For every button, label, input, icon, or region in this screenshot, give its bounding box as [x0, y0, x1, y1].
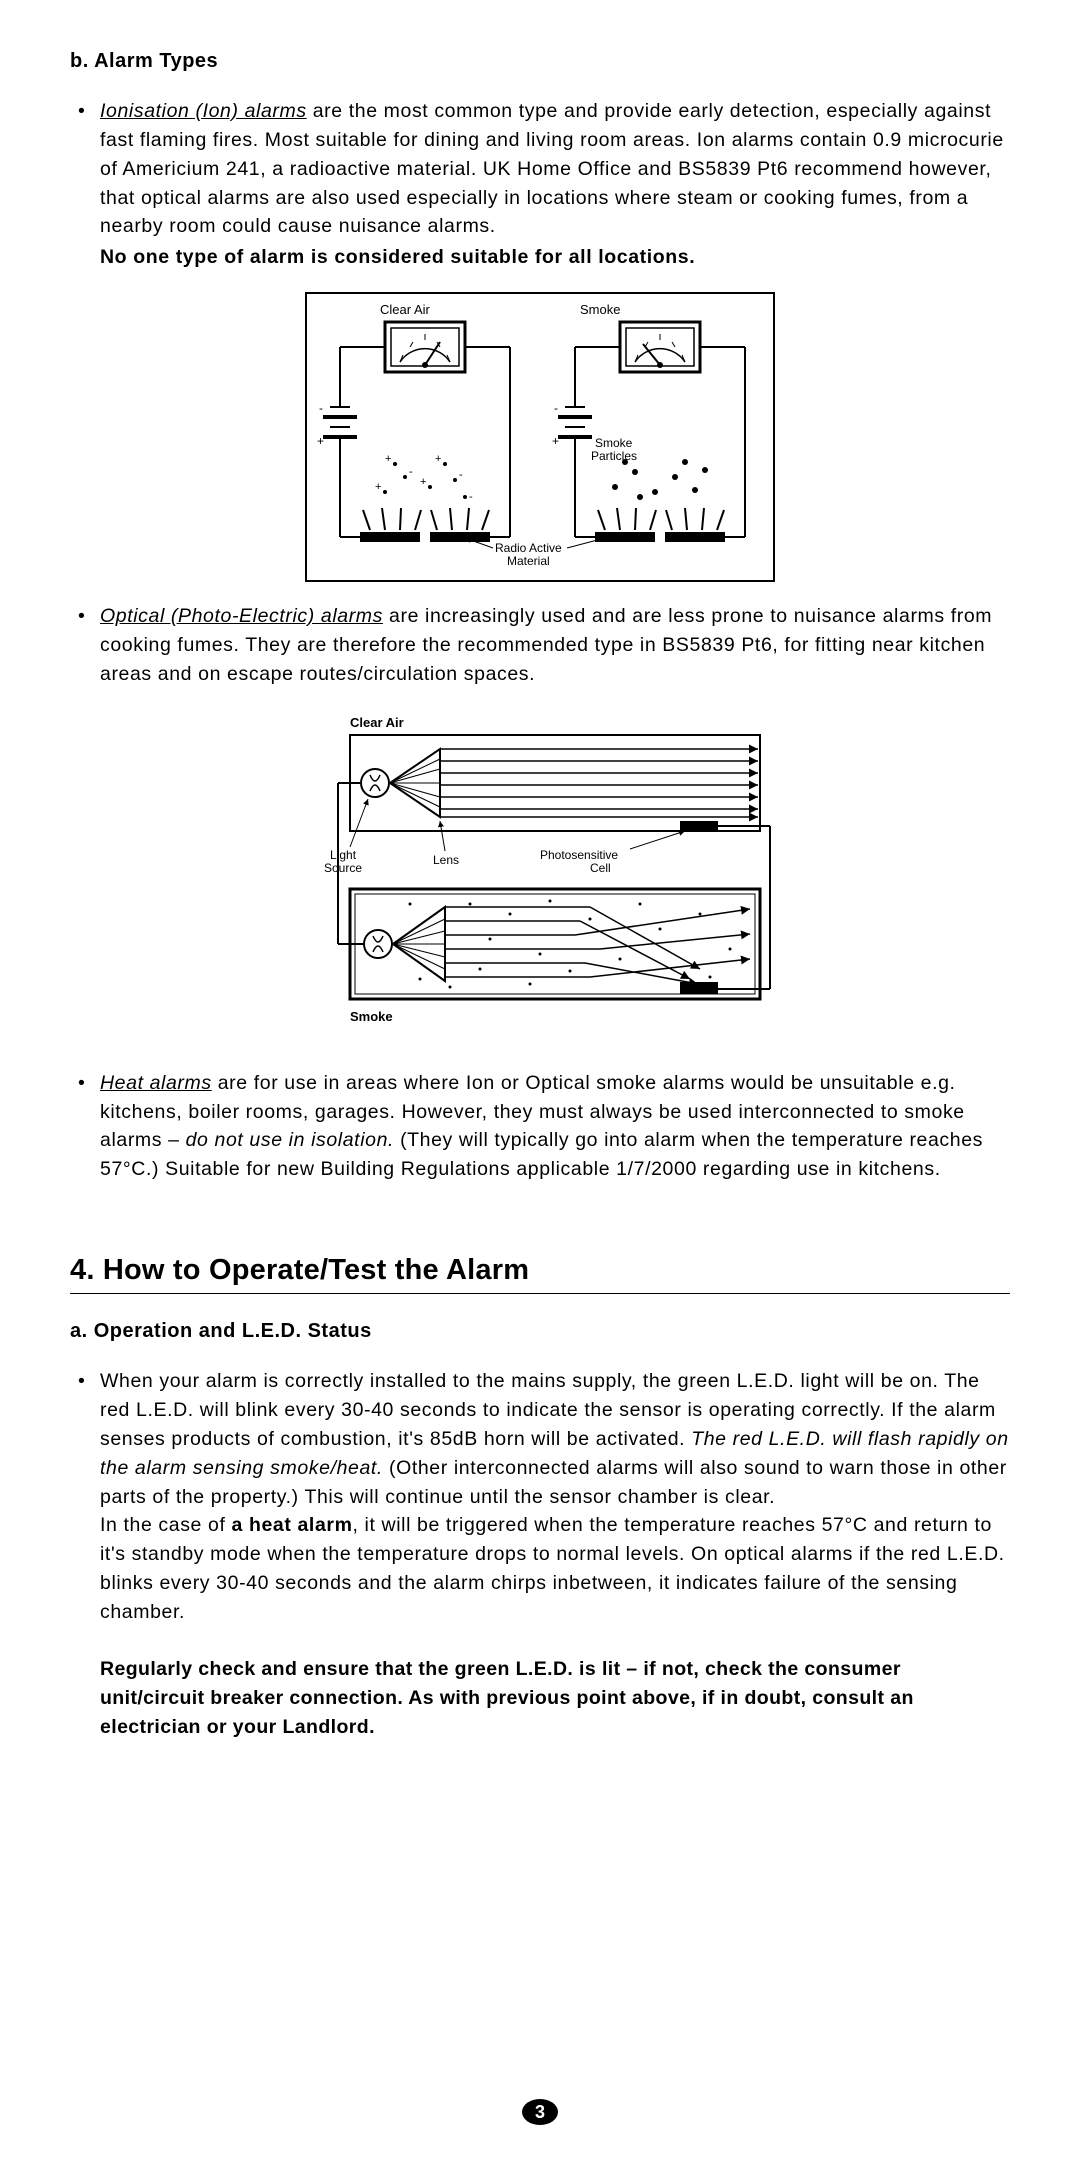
svg-text:+: +	[435, 453, 441, 465]
d1-label-sp2: Particles	[591, 449, 637, 463]
op2-bold: a heat alarm	[232, 1514, 353, 1536]
bullet-operation: When your alarm is correctly installed t…	[70, 1367, 1010, 1627]
heading-alarm-types: b. Alarm Types	[70, 50, 1010, 73]
bullet-list-operation: When your alarm is correctly installed t…	[70, 1367, 1010, 1627]
bullet-heat-italic: do not use in isolation.	[186, 1129, 394, 1151]
d1-label-ra2: Material	[507, 554, 550, 568]
bullet-heat-lead: Heat alarms	[100, 1072, 212, 1094]
document-page: b. Alarm Types Ionisation (Ion) alarms a…	[0, 0, 1080, 2159]
d1-label-clear-air: Clear Air	[380, 302, 431, 317]
diagram-ionisation: - +	[70, 292, 1010, 582]
d2-ls1: Light	[330, 848, 357, 862]
bullet-list-alarm-types: Ionisation (Ion) alarms are the most com…	[70, 97, 1010, 272]
svg-text:-: -	[409, 466, 413, 478]
svg-text:+: +	[375, 481, 381, 493]
svg-text:-: -	[469, 491, 473, 503]
d1-minus-l: -	[319, 401, 323, 415]
section-4-title: 4. How to Operate/Test the Alarm	[70, 1254, 1010, 1294]
d2-ls2: Source	[324, 861, 362, 875]
ionisation-svg: - +	[305, 292, 775, 582]
svg-text:-: -	[459, 469, 463, 481]
heading-operation-led: a. Operation and L.E.D. Status	[70, 1320, 1010, 1343]
page-number-badge: 3	[522, 2099, 558, 2125]
d1-label-smoke: Smoke	[580, 302, 620, 317]
optical-svg: Clear Air	[290, 709, 790, 1049]
d1-plus-l: +	[317, 434, 324, 448]
svg-text:+: +	[420, 476, 426, 488]
d2-lens: Lens	[433, 853, 459, 867]
regularly-check-para: Regularly check and ensure that the gree…	[100, 1655, 1010, 1742]
d2-ps2: Cell	[590, 861, 611, 875]
bullet-ionisation: Ionisation (Ion) alarms are the most com…	[70, 97, 1010, 272]
bullet-ion-lead: Ionisation (Ion) alarms	[100, 100, 307, 122]
d2-label-smoke: Smoke	[350, 1009, 393, 1024]
diagram-optical: Clear Air	[70, 709, 1010, 1049]
op2-pre: In the case of	[100, 1514, 232, 1536]
d1-label-sp1: Smoke	[595, 436, 633, 450]
d2-label-clear-air: Clear Air	[350, 715, 404, 730]
bullet-list-heat: Heat alarms are for use in areas where I…	[70, 1069, 1010, 1184]
no-one-type-line: No one type of alarm is considered suita…	[100, 243, 1010, 272]
d1-label-ra1: Radio Active	[495, 541, 562, 555]
svg-text:+: +	[385, 453, 391, 465]
d2-ps1: Photosensitive	[540, 848, 618, 862]
bullet-optical: Optical (Photo-Electric) alarms are incr…	[70, 602, 1010, 689]
d1-minus-r: -	[554, 401, 558, 415]
bullet-list-optical: Optical (Photo-Electric) alarms are incr…	[70, 602, 1010, 689]
d1-plus-r: +	[552, 434, 559, 448]
bullet-opt-lead: Optical (Photo-Electric) alarms	[100, 605, 383, 627]
bullet-heat: Heat alarms are for use in areas where I…	[70, 1069, 1010, 1184]
